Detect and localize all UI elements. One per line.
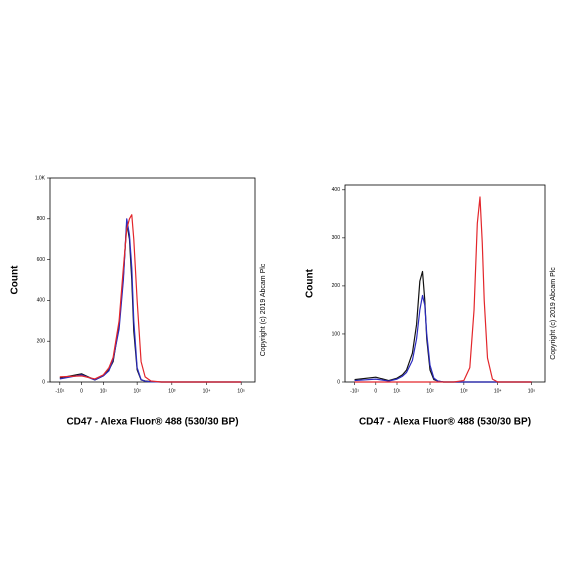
x-tick-label: 10²	[134, 388, 142, 394]
x-tick-label: 10²	[426, 388, 434, 394]
histogram-line	[354, 294, 532, 383]
y-tick-label: 200	[37, 339, 46, 345]
y-axis-title: Count	[305, 268, 316, 298]
histogram-line	[59, 222, 242, 383]
plot-frame	[344, 184, 546, 383]
x-tick-label: 10⁴	[494, 388, 502, 394]
x-tick-label: -10¹	[350, 388, 359, 394]
y-tick-label: 100	[332, 331, 341, 337]
y-tick-label: 200	[332, 283, 341, 289]
copyright: Copyright (c) 2019 Abcam Plc	[260, 263, 267, 356]
y-tick-label: 0	[337, 379, 340, 385]
y-tick-label: 800	[37, 216, 46, 222]
histogram-line	[59, 214, 242, 383]
x-tick-label: -10¹	[55, 388, 64, 394]
histogram-line	[354, 270, 532, 383]
x-tick-label: 10⁵	[237, 388, 245, 394]
y-tick-label: 400	[37, 298, 46, 304]
y-tick-label: 0	[42, 379, 45, 385]
x-tick-label: 0	[374, 388, 377, 394]
x-axis-title: CD47 - Alexa Fluor® 488 (530/30 BP)	[359, 417, 531, 428]
histogram-line	[354, 196, 532, 383]
x-tick-label: 10³	[168, 388, 176, 394]
plot-frame	[49, 177, 256, 383]
y-tick-label: 400	[332, 187, 341, 193]
x-axis-title: CD47 - Alexa Fluor® 488 (530/30 BP)	[66, 417, 238, 428]
histogram-line	[59, 218, 242, 383]
x-tick-label: 10⁵	[528, 388, 536, 394]
x-tick-label: 10¹	[100, 388, 108, 394]
y-axis-title: Count	[10, 265, 21, 295]
x-tick-label: 0	[80, 388, 83, 394]
x-tick-label: 10⁴	[203, 388, 211, 394]
x-tick-label: 10³	[460, 388, 468, 394]
y-tick-label: 300	[332, 235, 341, 241]
y-tick-label: 600	[37, 257, 46, 263]
copyright: Copyright (c) 2019 Abcam Plc	[550, 267, 557, 360]
x-tick-label: 10¹	[393, 388, 401, 394]
y-tick-label: 1.0K	[35, 175, 46, 181]
